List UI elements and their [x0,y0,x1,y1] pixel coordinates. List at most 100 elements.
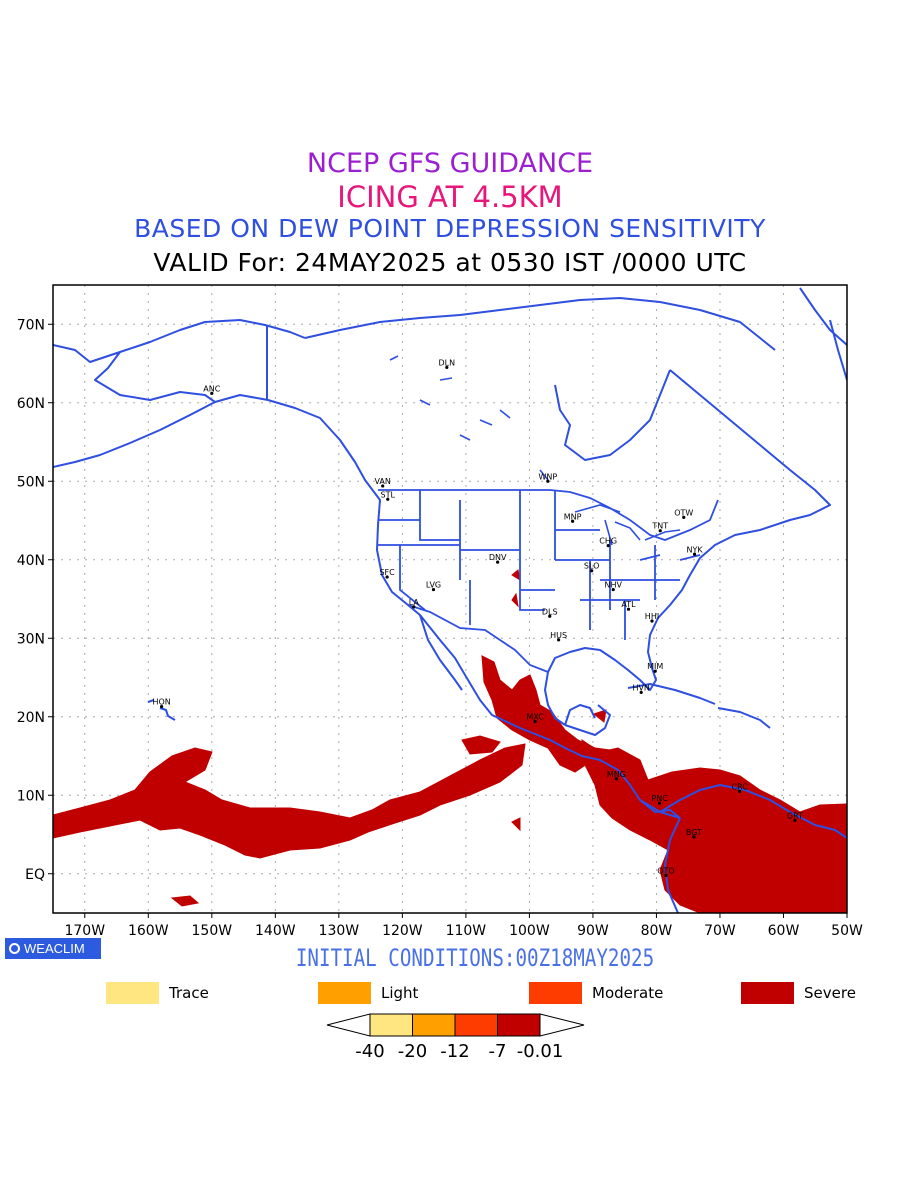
lon-tick-label: 100W [509,923,550,939]
legend-label-severe: Severe [804,984,856,1002]
station-label: CHG [599,537,617,546]
icing-area-small-3 [170,895,200,907]
station-dot [386,497,390,501]
weaclim-badge: WEACLIM [5,938,101,959]
station-label: NHV [605,581,623,590]
coast-panama [639,799,681,819]
station-label: PNC [651,794,668,803]
station-dot [614,777,619,781]
station-label: QTO [657,866,674,875]
station-dot [664,873,668,877]
station-dot [210,391,214,395]
lon-tick-label: 170W [64,923,105,939]
weaclim-logo-icon [9,943,20,954]
lat-tick-label: 20N [17,710,45,726]
legend-swatch-moderate [529,982,582,1004]
station-dot [682,515,686,519]
legend-item-light: Light [318,982,418,1004]
station-dot [626,607,631,611]
lon-tick-label: 110W [446,923,487,939]
lon-tick-label: 150W [192,923,233,939]
station-dot [533,719,537,724]
coast-hudson-bay [554,369,671,461]
station-label: MNG [607,770,626,779]
axis-ticks: 170W 160W 150W 140W 130W 120W 110W 100W 90W 80W 70… [17,317,863,939]
lakes [389,355,681,546]
icing-area-pacific-itcz [53,743,526,859]
coast-labrador [544,369,831,726]
station-dot [653,669,657,673]
lon-tick-label: 60W [768,923,800,939]
coast-gulf [564,704,611,736]
lon-tick-label: 70W [704,923,736,939]
lon-tick-label: 160W [128,923,169,939]
station-dot [692,835,696,839]
lon-tick-label: 50W [831,923,863,939]
station-label: LA [409,598,420,607]
lat-tick-label: 10N [17,788,45,804]
legend-swatch-severe [741,982,794,1004]
lon-tick-label: 90W [577,923,609,939]
lon-tick-label: 140W [255,923,296,939]
station-label: WNP [538,472,557,481]
station-label: TNT [651,522,668,531]
station-dot [590,569,594,573]
station-label: OTW [674,508,693,517]
station-label: NYK [686,545,703,554]
station-dot [639,690,643,695]
weaclim-brand: WEACLIM [24,941,85,956]
station-dot [738,789,742,793]
legend-label-moderate: Moderate [592,984,664,1002]
lon-tick-label: 80W [641,923,673,939]
icing-area-small-4 [511,817,521,832]
coast-arctic-canada [304,297,776,351]
station-dot [412,605,416,609]
legend-swatch-trace [106,982,159,1004]
lat-tick-label: 70N [17,317,45,333]
station-label: VAN [374,477,390,486]
station-label: STL [381,490,396,499]
station-label: BGT [686,828,702,837]
political-borders [378,489,719,673]
station-label: SFC [379,568,395,577]
station-label: SLO [584,562,600,571]
station-label: MNP [564,512,582,521]
station-dot [445,365,449,370]
lon-tick-label: 130W [319,923,360,939]
station-label: HUS [550,631,567,640]
coast-baja [419,614,463,691]
station-label: GRT [787,811,803,820]
icing-area-central-south-america [581,738,847,913]
icing-area-small-5 [592,709,607,723]
severe-icing-areas [53,569,847,913]
station-label: HON [152,698,170,707]
station-dot [496,560,500,564]
station-dot [431,587,436,592]
coast-hawaii [147,699,176,721]
us-state-lines [378,490,701,640]
station-dot [692,552,697,556]
station-label: MXC [526,712,544,721]
station-label: DNV [489,553,507,562]
station-dot [557,638,561,642]
station-label: HVN [632,683,649,692]
station-dot [548,614,552,618]
station-dot [650,619,654,623]
station-label: ANC [203,384,220,393]
icing-area-mexico-pacific [461,735,501,755]
lat-tick-label: EQ [25,867,45,883]
title-line-2: ICING AT 4.5KM [337,180,563,214]
coast-alaska-peninsula [53,401,216,468]
map-frame [52,284,848,914]
lat-tick-label: 40N [17,553,45,569]
station-label: DLN [439,358,456,367]
station-label: CRC [731,782,748,791]
great-lakes [574,504,681,546]
station-labels: ANC DLN HON VAN STL WNP MNP OTW TNT CHG NYK SFC DNV S… [152,358,803,877]
coast-south-america [659,784,847,913]
coast-cuba [627,683,716,705]
lon-tick-label: 120W [382,923,423,939]
station-dot [385,575,389,579]
station-dot [658,801,662,805]
